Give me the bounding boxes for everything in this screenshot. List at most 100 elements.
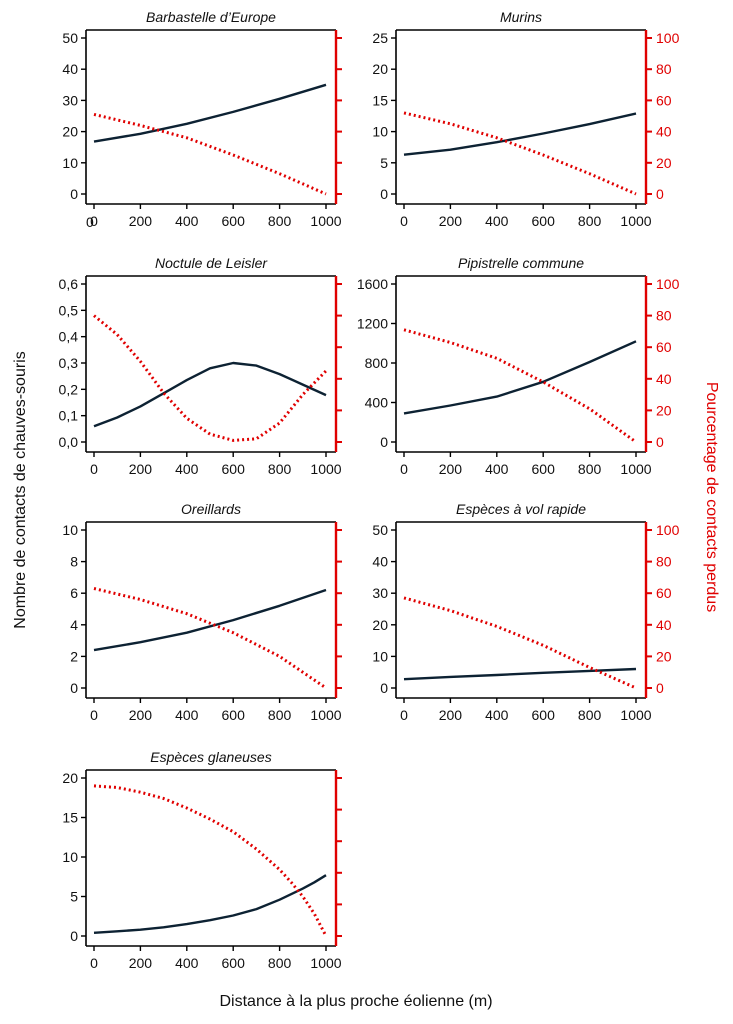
y-left-tick-label: 0,0 (59, 434, 79, 450)
x-tick-label: 1000 (620, 707, 651, 723)
y-left-tick-label: 30 (372, 585, 388, 601)
y-left-tick-label: 40 (62, 61, 78, 77)
left-axis-title: Nombre de contacts de chauves-souris (12, 351, 29, 628)
x-tick-label: 0 (400, 213, 408, 229)
y-right-tick-label: 0 (656, 186, 664, 202)
y-right-tick-label: 100 (656, 522, 680, 538)
y-left-tick-label: 400 (365, 395, 389, 411)
y-left-tick-label: 2 (70, 648, 78, 664)
y-right-tick-label: 80 (656, 554, 672, 570)
y-right-tick-label: 0 (656, 680, 664, 696)
count-series-line (93, 874, 327, 934)
x-tick-label: 200 (129, 213, 153, 229)
y-right-tick-label: 60 (656, 339, 672, 355)
x-tick-label: 1000 (620, 213, 651, 229)
x-tick-label: 400 (175, 461, 199, 477)
x-tick-label: 200 (129, 955, 153, 971)
y-left-tick-label: 0,1 (59, 408, 79, 424)
x-tick-label: 400 (485, 707, 509, 723)
x-tick-label: 600 (222, 955, 246, 971)
x-tick-label: 0 (90, 955, 98, 971)
y-right-tick-label: 100 (656, 276, 680, 292)
x-tick-label: 0 (400, 707, 408, 723)
x-tick-label: 600 (222, 707, 246, 723)
y-right-tick-label: 20 (656, 155, 672, 171)
y-left-tick-label: 40 (372, 554, 388, 570)
x-tick-label: 200 (439, 213, 463, 229)
y-left-tick-label: 0 (70, 928, 78, 944)
x-tick-label: 600 (222, 213, 246, 229)
panel-title: Pipistrelle commune (458, 255, 584, 271)
panel-title: Espèces à vol rapide (456, 501, 586, 517)
y-right-tick-label: 40 (656, 371, 672, 387)
x-tick-label: 800 (578, 707, 602, 723)
y-left-tick-label: 0,6 (59, 276, 79, 292)
panel-title: Barbastelle d’Europe (146, 9, 276, 25)
loss-series-line (93, 587, 327, 690)
y-left-tick-label: 0,3 (59, 355, 79, 371)
y-right-tick-label: 40 (656, 617, 672, 633)
y-left-tick-label: 0 (70, 186, 78, 202)
count-series-line (93, 83, 327, 143)
x-tick-label: 0 (90, 707, 98, 723)
count-series-line (93, 588, 327, 652)
x-tick-label: 400 (485, 213, 509, 229)
x-tick-label: 800 (578, 213, 602, 229)
x-tick-label: 800 (268, 213, 292, 229)
y-left-tick-label: 4 (70, 617, 78, 633)
y-left-tick-label: 50 (62, 30, 78, 46)
x-tick-label: 600 (222, 461, 246, 477)
y-left-tick-label: 20 (372, 61, 388, 77)
y-left-tick-label: 10 (62, 849, 78, 865)
x-tick-label: 0 (90, 213, 98, 229)
y-right-tick-label: 80 (656, 61, 672, 77)
y-left-tick-label: 0 (380, 680, 388, 696)
panel-title: Noctule de Leisler (155, 255, 268, 271)
x-tick-label: 800 (268, 461, 292, 477)
loss-series-line (403, 596, 637, 690)
y-left-tick-label: 5 (380, 155, 388, 171)
y-left-tick-label: 800 (365, 355, 389, 371)
x-tick-label: 200 (129, 461, 153, 477)
y-left-tick-label: 50 (372, 522, 388, 538)
y-left-tick-label: 0,4 (59, 329, 79, 345)
x-tick-label: 200 (129, 707, 153, 723)
loss-series-line (93, 112, 327, 196)
y-left-tick-label: 0 (70, 680, 78, 696)
panel-title: Oreillards (181, 501, 241, 517)
x-tick-label: 200 (439, 461, 463, 477)
x-tick-label: 600 (532, 213, 556, 229)
panel-7: Espèces glaneuses 0 200 400 600 800 1000 0 5 10 15… (62, 749, 342, 971)
panel-title: Espèces glaneuses (150, 749, 271, 765)
y-right-tick-label: 60 (656, 585, 672, 601)
stray-zero-label: 0 (86, 214, 94, 230)
y-right-tick-label: 80 (656, 308, 672, 324)
y-left-tick-label: 15 (62, 810, 78, 826)
x-tick-label: 1000 (310, 213, 341, 229)
loss-series-line (93, 784, 328, 937)
y-left-tick-label: 8 (70, 554, 78, 570)
x-tick-label: 0 (400, 461, 408, 477)
x-tick-label: 400 (175, 213, 199, 229)
y-left-tick-label: 20 (62, 770, 78, 786)
x-axis-title: Distance à la plus proche éolienne (m) (219, 993, 492, 1010)
panel-5: Oreillards 0 200 400 600 800 1000 0 2 4 6 8 10 (62, 501, 342, 723)
panel-title: Murins (500, 9, 542, 25)
x-tick-label: 400 (175, 707, 199, 723)
x-tick-label: 400 (175, 955, 199, 971)
x-tick-label: 1000 (310, 707, 341, 723)
panel-2: Murins 0 200 400 600 800 1000 0 5 10 15 20 25 0 20 40 60… (372, 9, 679, 229)
x-tick-label: 1000 (310, 955, 341, 971)
loss-series-line (403, 111, 637, 196)
x-tick-label: 200 (439, 707, 463, 723)
count-series-line (93, 361, 327, 428)
x-tick-label: 1000 (310, 461, 341, 477)
y-left-tick-label: 20 (372, 617, 388, 633)
y-left-tick-label: 25 (372, 30, 388, 46)
x-tick-label: 600 (532, 461, 556, 477)
x-tick-label: 800 (578, 461, 602, 477)
